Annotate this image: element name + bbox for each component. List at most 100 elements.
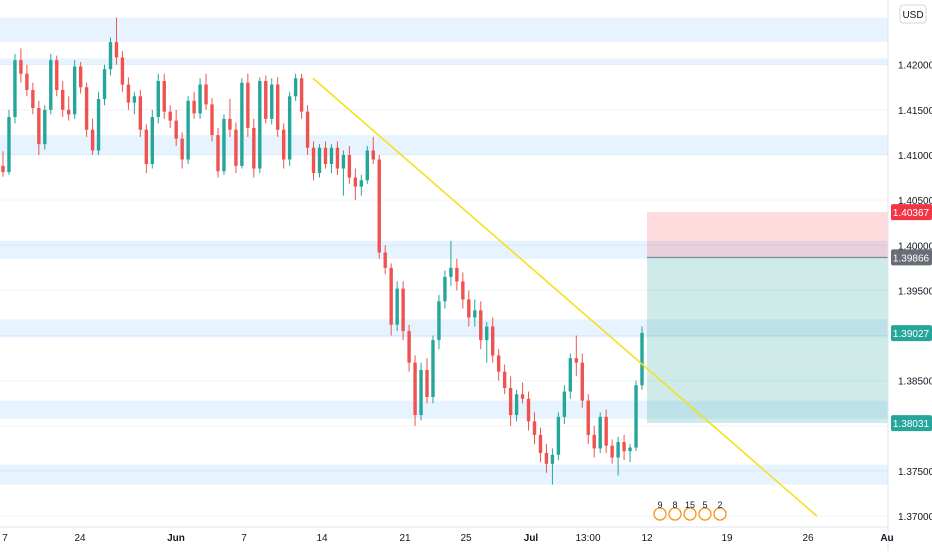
candle-body — [61, 90, 64, 110]
candle-body — [378, 160, 381, 253]
candle — [73, 60, 76, 119]
currency-label: USD — [902, 10, 923, 21]
candle — [395, 281, 398, 331]
candle-body — [491, 327, 494, 356]
candle-body — [551, 455, 554, 464]
candle-body — [455, 268, 458, 282]
candle-body — [593, 435, 596, 449]
candle — [276, 77, 279, 137]
support-resistance-zone — [0, 58, 888, 64]
candle-body — [318, 148, 321, 173]
stop-loss-zone — [647, 212, 888, 257]
price-tick-label: 1.41500 — [898, 106, 932, 117]
candle-body — [485, 327, 488, 341]
candle-body — [174, 121, 177, 139]
candle — [186, 96, 189, 164]
candle-body — [431, 340, 434, 397]
candle-body — [133, 96, 136, 102]
candle-body — [13, 60, 16, 117]
time-tick-label: Jul — [524, 533, 539, 544]
candle-body — [300, 78, 303, 111]
time-tick-label: 19 — [721, 533, 733, 544]
candle — [640, 327, 643, 390]
candle — [234, 122, 237, 173]
candle-body — [198, 85, 201, 114]
candle — [240, 78, 243, 168]
candle-body — [557, 417, 560, 455]
candle-body — [503, 372, 506, 388]
candle-body — [360, 180, 363, 186]
candle-body — [145, 130, 148, 164]
candle-body — [324, 148, 327, 164]
candle-body — [401, 289, 404, 331]
candle-body — [55, 60, 58, 90]
candle-body — [157, 81, 160, 117]
candle-body — [204, 85, 207, 105]
candle-body — [91, 130, 94, 151]
candle-body — [628, 448, 631, 452]
candle-body — [252, 128, 255, 169]
candle-body — [372, 150, 375, 159]
candle-body — [276, 85, 279, 130]
candle-body — [282, 130, 285, 160]
time-tick-label: 12 — [641, 533, 653, 544]
candle-body — [163, 81, 166, 112]
candle-body — [616, 442, 619, 457]
support-resistance-zone — [0, 465, 888, 485]
candle-body — [103, 69, 106, 99]
time-tick-label: 7 — [241, 533, 247, 544]
price-tag-label: 1.40367 — [893, 208, 930, 219]
candle-body — [521, 394, 524, 399]
candle-body — [67, 110, 70, 115]
price-tag-take-profit: 1.38031 — [891, 415, 932, 431]
candle-body — [180, 139, 183, 160]
candle-body — [228, 119, 231, 130]
candle-body — [192, 101, 195, 114]
candle-body — [342, 155, 345, 169]
candle — [378, 155, 381, 259]
candle — [557, 412, 560, 460]
candle — [49, 54, 52, 114]
support-resistance-zone — [0, 18, 888, 42]
candle-body — [640, 333, 643, 385]
candle-body — [25, 74, 28, 90]
candle — [306, 105, 309, 155]
candle — [366, 146, 369, 184]
candle — [85, 83, 88, 137]
candle-body — [246, 83, 249, 128]
event-count: 5 — [702, 500, 707, 510]
candle — [419, 363, 422, 421]
support-resistance-zone — [0, 135, 888, 155]
candle-body — [186, 101, 189, 160]
candle-body — [258, 81, 261, 169]
price-tag-last-price: 1.39027 — [891, 325, 932, 341]
candle-body — [587, 401, 590, 435]
candle-body — [610, 446, 613, 458]
candle — [13, 54, 16, 124]
candle-body — [312, 148, 315, 173]
candle-body — [109, 42, 112, 69]
candle-body — [533, 421, 536, 435]
candle-body — [37, 108, 40, 144]
price-tick-label: 1.38500 — [898, 377, 932, 388]
candle — [264, 76, 267, 124]
candle-body — [49, 60, 52, 110]
candle-body — [539, 435, 542, 453]
candle-body — [634, 385, 637, 447]
time-tick-label: 14 — [316, 533, 328, 544]
event-count: 9 — [657, 500, 662, 510]
price-tick-label: 1.41000 — [898, 151, 932, 162]
candle-body — [115, 42, 118, 57]
time-tick-label: 25 — [460, 533, 472, 544]
candle — [7, 110, 10, 175]
currency-button[interactable]: USD — [900, 5, 926, 23]
candle — [270, 78, 273, 124]
price-tag-stop-loss: 1.40367 — [891, 204, 932, 220]
time-tick-label: 13:00 — [575, 533, 600, 544]
candle-body — [515, 394, 518, 415]
candle-body — [622, 442, 625, 451]
candle-body — [604, 417, 607, 446]
candle — [210, 98, 213, 141]
